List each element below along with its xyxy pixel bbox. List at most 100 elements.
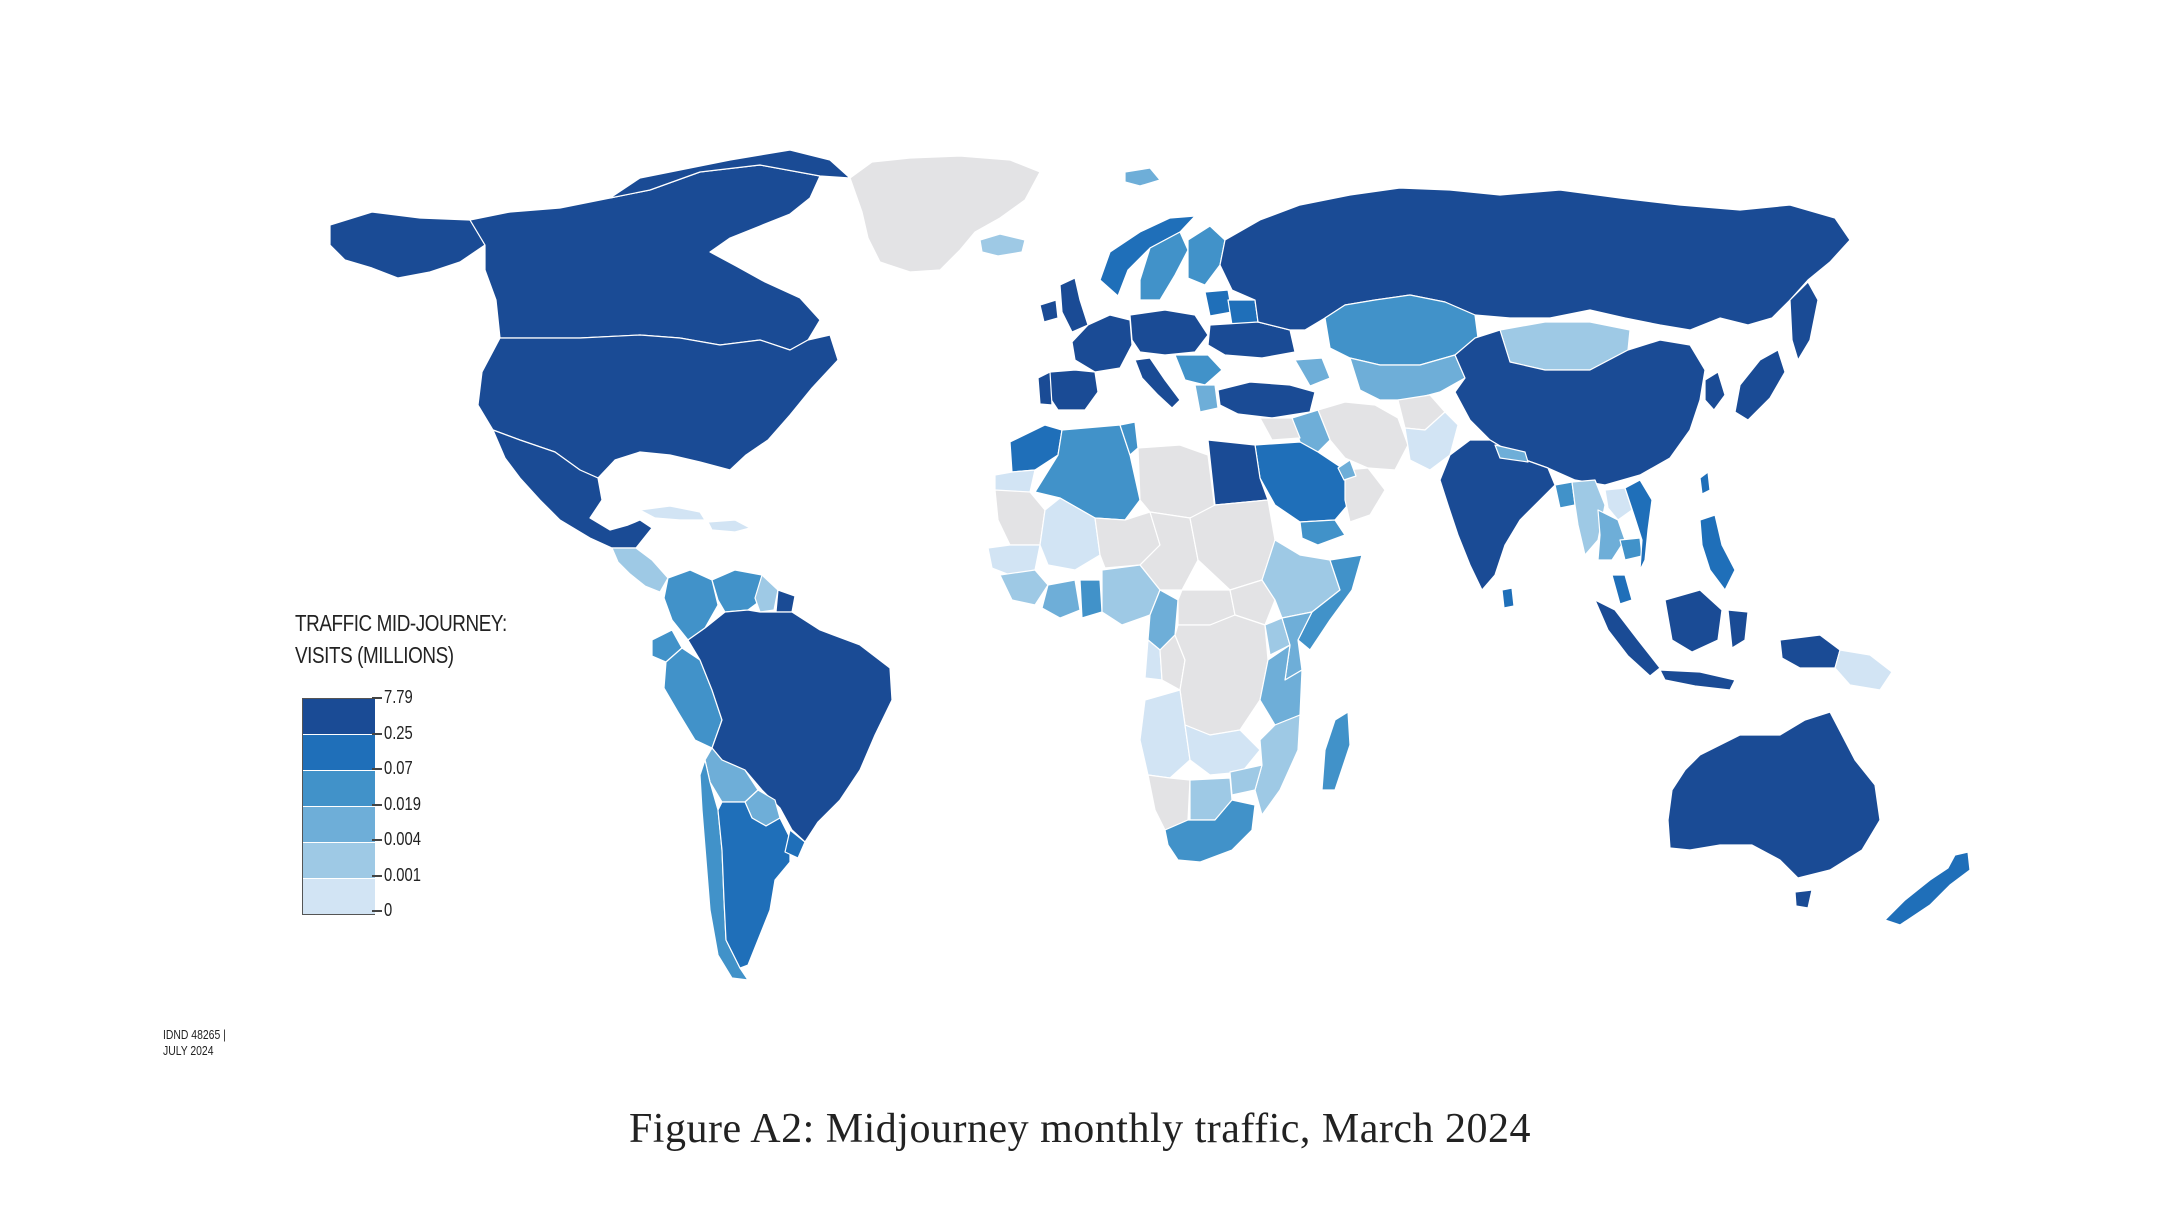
credit-note: IDND 48265 | JULY 2024 (163, 1027, 226, 1059)
region-taiwan (1699, 471, 1711, 495)
region-oman (1344, 467, 1386, 523)
region-zambia (1184, 724, 1261, 776)
region-canada (469, 164, 821, 351)
region-south-sudan (1229, 579, 1276, 626)
region-sri-lanka (1501, 587, 1515, 609)
region-pakistan (1404, 411, 1459, 471)
legend-label-3: 0.019 (384, 793, 421, 814)
figure-caption: Figure A2: Midjourney monthly traffic, M… (628, 1106, 1532, 1152)
region-greece (1194, 384, 1219, 413)
region-portugal (1037, 371, 1053, 406)
region-sumatra (1594, 599, 1661, 677)
legend-swatch-5 (303, 879, 375, 914)
legend-label-1: 0.25 (384, 722, 413, 743)
region-philippines (1699, 514, 1736, 591)
region-uruguay (784, 829, 806, 859)
region-spain (1047, 369, 1099, 411)
region-new-guinea-west (1779, 634, 1841, 669)
legend-swatch-2 (303, 771, 375, 807)
credit-date: JULY 2024 (163, 1043, 214, 1058)
legend-label-2: 0.07 (384, 758, 413, 778)
region-russia (1789, 281, 1819, 361)
region-united-kingdom (1059, 277, 1089, 333)
region-vietnam (1624, 479, 1653, 571)
region-ireland (1039, 299, 1059, 323)
legend-title: TRAFFIC MID-JOURNEY: VISITS (MILLIONS) (295, 607, 507, 671)
legend-title-line2: VISITS (MILLIONS) (295, 642, 454, 668)
region-madagascar (1321, 711, 1351, 791)
region-korea (1704, 371, 1726, 411)
legend-label-4: 0.004 (384, 829, 421, 849)
region-turkey (1217, 381, 1316, 419)
region-ghana (1079, 579, 1103, 619)
region-java (1659, 669, 1736, 691)
region-libya (1137, 444, 1216, 519)
region-italy (1134, 357, 1181, 409)
region-iceland (979, 233, 1026, 257)
region-myanmar (1571, 479, 1606, 556)
region-guyana (754, 574, 779, 613)
legend-tick-2 (372, 768, 382, 770)
region-mali (1039, 497, 1101, 571)
region-sweden (1139, 231, 1189, 301)
region-argentina (717, 801, 791, 969)
region-gulf-states (1337, 459, 1357, 481)
region-japan (1734, 349, 1786, 421)
region-dr-congo (1174, 614, 1269, 736)
region-caucasus (1294, 357, 1331, 387)
region-sulawesi (1727, 609, 1749, 649)
legend-label-0: 7.79 (384, 687, 413, 707)
legend-label-5: 0.001 (384, 864, 421, 885)
region-central-europe (1129, 309, 1209, 356)
region-western-europe (1071, 314, 1133, 373)
region-central-asia (1349, 354, 1466, 401)
region-nepal (1494, 444, 1529, 463)
region-guinea (999, 569, 1049, 606)
region-alaska (329, 211, 486, 279)
region-canada (609, 149, 851, 199)
legend-title-line1: TRAFFIC MID-JOURNEY: (295, 610, 507, 636)
region-svalbard (1124, 167, 1161, 187)
region-ivory-coast (1041, 579, 1081, 619)
legend-color-scale (302, 698, 375, 915)
region-tanzania (1259, 644, 1303, 726)
region-caribbean (707, 519, 751, 533)
region-greenland (849, 155, 1041, 273)
legend-tick-3 (372, 803, 382, 806)
region-cuba (639, 505, 706, 521)
region-new-zealand (1884, 851, 1971, 926)
region-malaysia (1611, 574, 1633, 605)
region-suriname (775, 589, 796, 613)
legend-swatch-0 (303, 699, 375, 735)
legend-tick-6 (372, 910, 382, 912)
region-south-africa (1164, 799, 1256, 863)
legend-swatch-3 (303, 807, 375, 843)
legend-swatch-1 (303, 735, 375, 771)
region-iran (1317, 401, 1409, 471)
region-laos (1604, 487, 1633, 521)
region-balkans (1174, 354, 1223, 386)
legend-tick-5 (372, 874, 382, 877)
legend-label-6: 0 (384, 900, 393, 920)
region-australia (1667, 711, 1881, 879)
region-china (1454, 329, 1706, 486)
region-finland (1187, 225, 1226, 286)
legend-tick-1 (372, 732, 382, 735)
region-somalia (1297, 554, 1363, 651)
region-belarus (1227, 299, 1259, 326)
region-egypt (1207, 439, 1269, 506)
region-thailand (1597, 509, 1626, 561)
region-central-america (611, 547, 669, 593)
region-borneo (1664, 589, 1723, 653)
region-syria (1259, 417, 1301, 441)
region-angola (1139, 689, 1191, 779)
region-mexico (492, 429, 653, 549)
region-sudan (1189, 499, 1276, 591)
legend-swatch-4 (303, 843, 375, 879)
credit-id: IDND 48265 | (163, 1027, 226, 1042)
region-yemen (1299, 519, 1346, 546)
region-papua-new-guinea (1834, 649, 1893, 691)
region-russia (1219, 187, 1851, 331)
legend-tick-0 (372, 697, 382, 699)
